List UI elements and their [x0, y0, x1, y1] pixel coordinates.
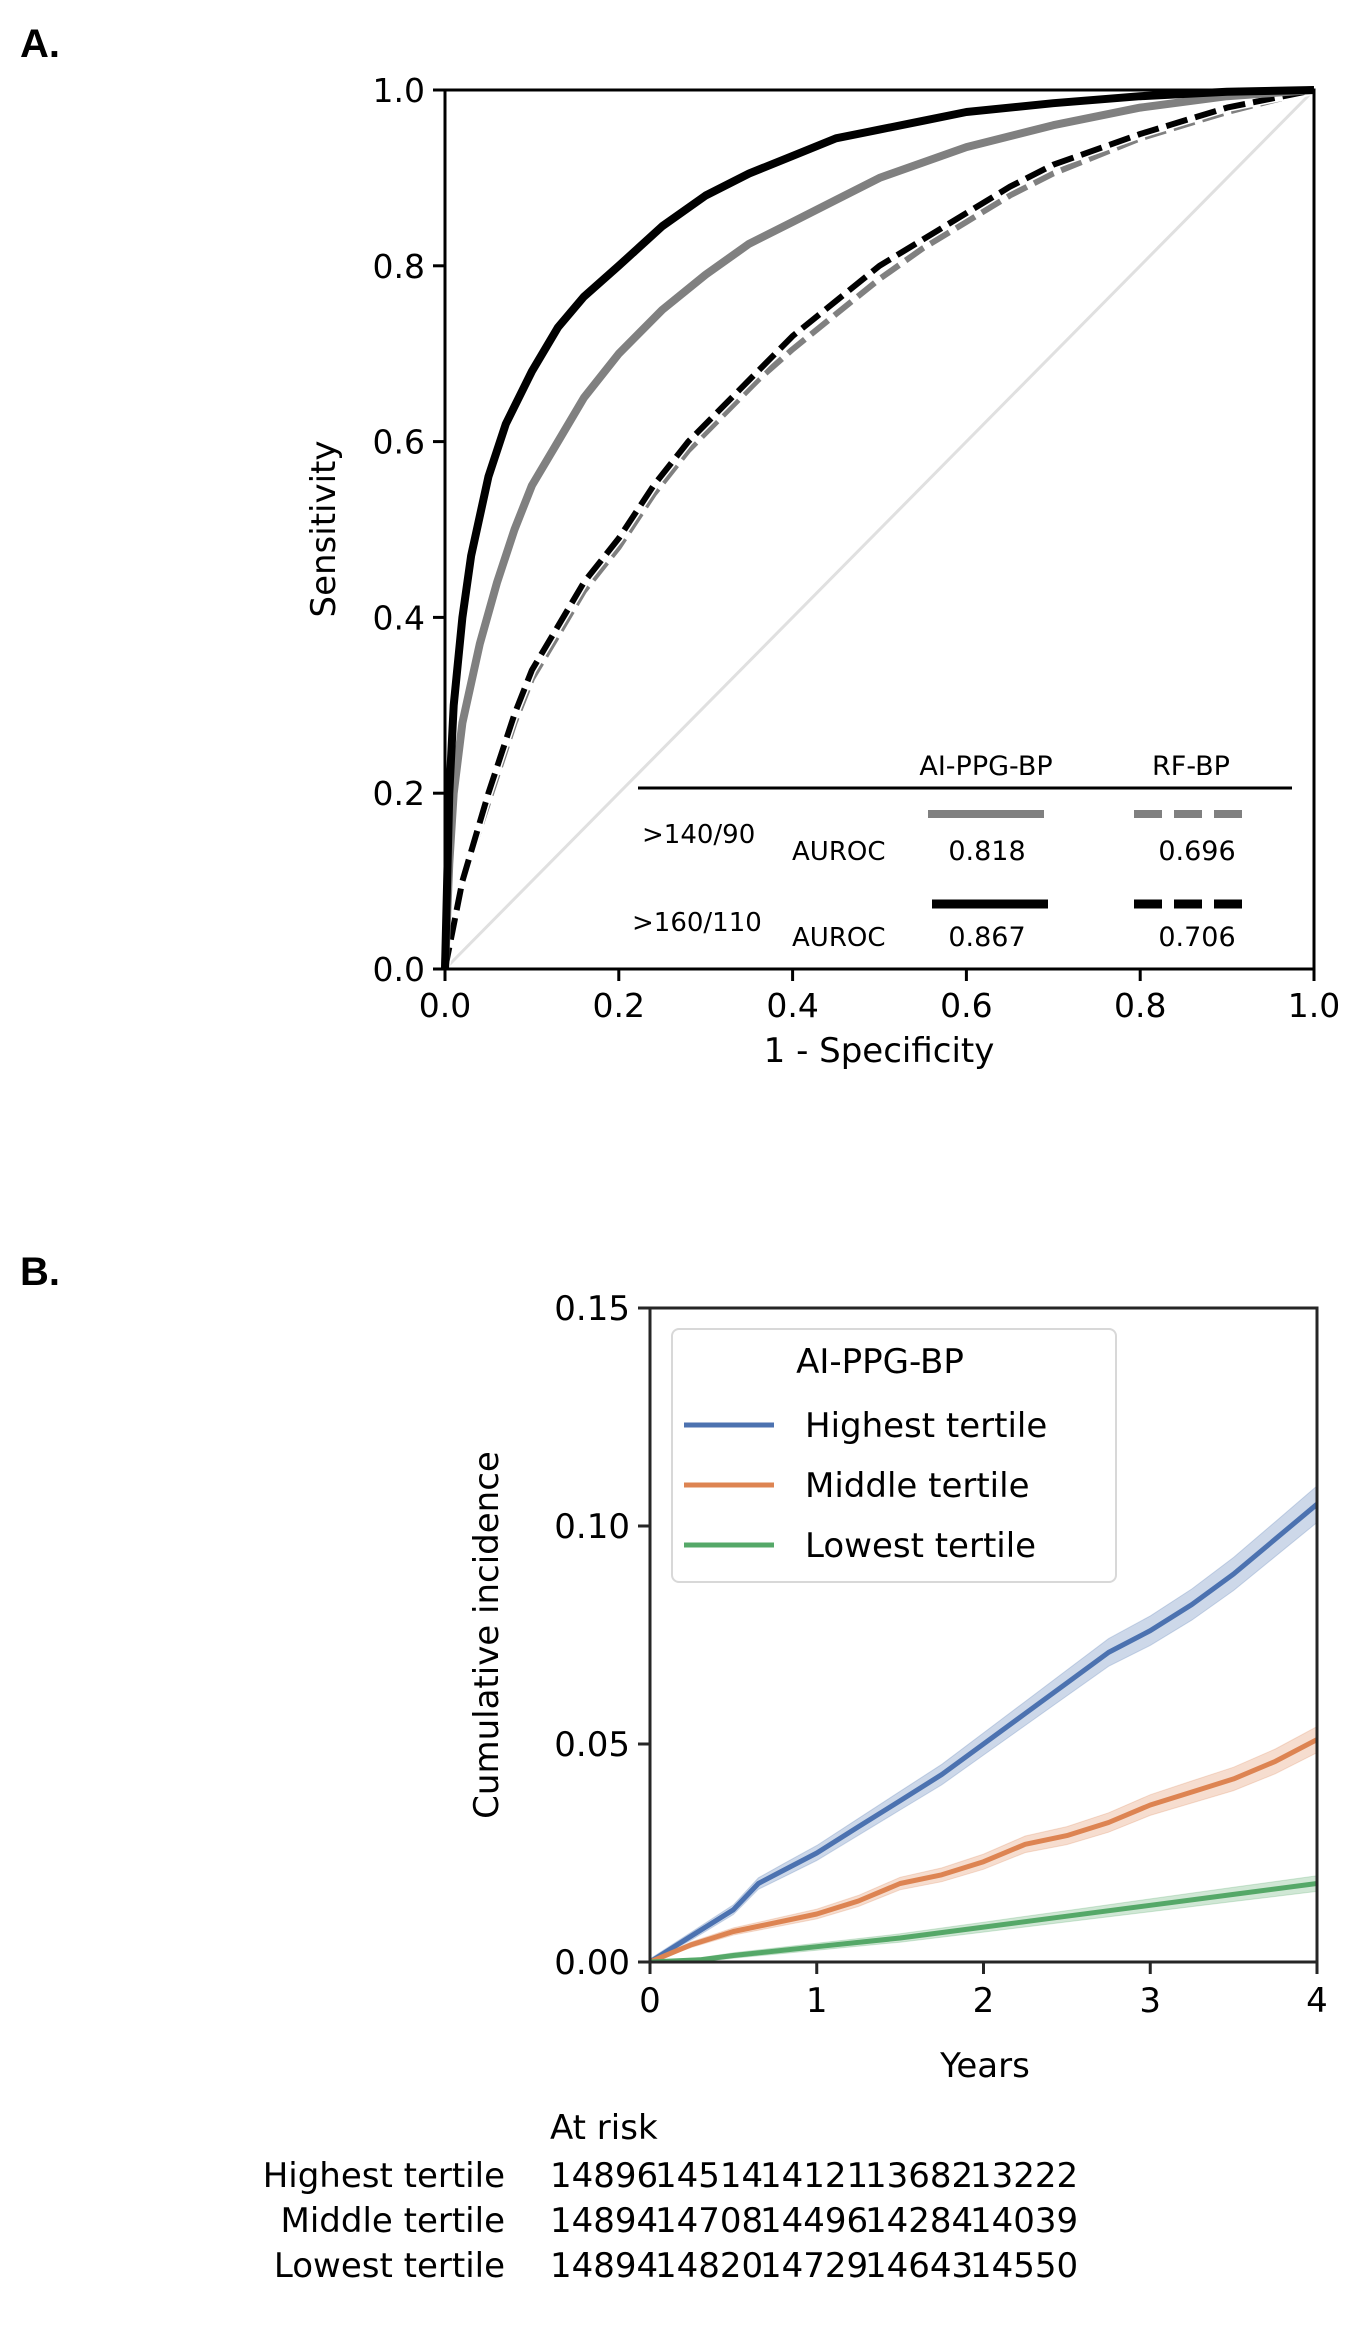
x-tick-label: 0 — [639, 1981, 661, 2021]
legend: AI-PPG-BP Highest tertile Middle tertile L… — [671, 1328, 1117, 1583]
roc-curve-ai-ppg-bp-140-90 — [441, 86, 1315, 970]
y-tick-label: 0.00 — [554, 1943, 630, 1983]
legend-metric-160: AUROC — [792, 923, 886, 953]
legend-box — [671, 1328, 1117, 1583]
roc-curve-rf-bp-160-110 — [442, 87, 1315, 970]
x-tick-label: 0.8 — [1114, 986, 1166, 1025]
at-risk-cell: 14514 — [655, 2156, 764, 2196]
at-risk-cell: 14643 — [865, 2246, 974, 2286]
x-tick-label: 2 — [973, 1981, 995, 2021]
legend-item-label: Highest tertile — [805, 1406, 1047, 1446]
y-tick-label: 0.0 — [373, 950, 425, 989]
legend-rf-auroc-160: 0.706 — [1158, 922, 1235, 953]
y-tick-label: 1.0 — [373, 71, 425, 110]
x-tick-label: 1 — [806, 1981, 828, 2021]
at-risk-row-label: Highest tertile — [262, 2156, 505, 2196]
y-tick-label: 0.15 — [554, 1289, 630, 1329]
incidence-curve-middle-tertile — [650, 1737, 1317, 1962]
at-risk-cell: 14896 — [550, 2156, 659, 2196]
at-risk-cell: 14496 — [760, 2201, 869, 2241]
x-axis-label: Years — [939, 2046, 1030, 2086]
legend-title: AI-PPG-BP — [796, 1342, 964, 1382]
y-tick-label: 0.8 — [373, 247, 425, 286]
x-axis-label: 1 - Specificity — [764, 1031, 995, 1071]
x-tick-label: 4 — [1306, 1981, 1328, 2021]
panel-a-label: A. — [20, 22, 60, 66]
at-risk-row-label: Lowest tertile — [273, 2246, 505, 2286]
at-risk-cell: 13222 — [970, 2156, 1079, 2196]
legend-ai-auroc-140: 0.818 — [948, 836, 1025, 867]
legend-metric-140: AUROC — [792, 837, 886, 867]
incidence-curve-highest-tertile — [650, 1502, 1317, 1962]
y-tick-label: 0.6 — [373, 423, 425, 462]
legend-threshold-140: >140/90 — [642, 820, 755, 850]
y-tick-label: 0.4 — [373, 598, 425, 637]
x-tick-label: 1.0 — [1288, 986, 1340, 1025]
at-risk-title: At risk — [550, 2108, 658, 2148]
roc-chart: AI-PPG-BP RF-BP >140/90 AUROC 0.818 0.69… — [304, 71, 1340, 1071]
legend-ai-auroc-160: 0.867 — [948, 922, 1025, 953]
y-axis-label: Sensitivity — [304, 440, 344, 617]
at-risk-cell: 14708 — [655, 2201, 764, 2241]
x-tick-label: 3 — [1139, 1981, 1161, 2021]
legend-rf-auroc-140: 0.696 — [1158, 836, 1235, 867]
legend-item-label: Lowest tertile — [805, 1526, 1036, 1566]
at-risk-cell: 13682 — [865, 2156, 974, 2196]
ci-band-highest-tertile — [650, 1485, 1317, 1962]
at-risk-cell: 14039 — [970, 2201, 1079, 2241]
cumulative-incidence-chart: 0 1 2 3 4 0.00 0.05 0.10 0.15 AI-PPG-BP Highest … — [467, 1289, 1328, 2086]
chance-line — [443, 88, 1316, 971]
legend-col-rf: RF-BP — [1152, 751, 1230, 782]
at-risk-cell: 14820 — [655, 2246, 764, 2286]
at-risk-cell: 14729 — [760, 2246, 869, 2286]
ci-band-lowest-tertile — [650, 1875, 1317, 1962]
roc-curve-ai-ppg-bp-160-110 — [441, 86, 1315, 970]
y-axis-label: Cumulative incidence — [467, 1451, 507, 1819]
panel-b-label: B. — [20, 1250, 60, 1294]
at-risk-row-label: Middle tertile — [280, 2201, 506, 2241]
y-tick-label: 0.10 — [554, 1507, 630, 1547]
x-tick-label: 0.4 — [766, 986, 818, 1025]
legend-threshold-160: >160/110 — [632, 908, 762, 938]
x-tick-label: 0.2 — [593, 986, 645, 1025]
at-risk-cell: 14284 — [865, 2201, 974, 2241]
at-risk-cell: 14550 — [970, 2246, 1079, 2286]
y-tick-label: 0.2 — [373, 774, 425, 813]
at-risk-cell: 14894 — [550, 2201, 659, 2241]
x-tick-label: 0.0 — [419, 986, 471, 1025]
legend-col-ai: AI-PPG-BP — [919, 751, 1052, 782]
incidence-curve-lowest-tertile — [650, 1881, 1317, 1962]
plot-frame — [443, 88, 1316, 971]
at-risk-cell: 14894 — [550, 2246, 659, 2286]
legend-item-label: Middle tertile — [805, 1466, 1030, 1506]
x-tick-label: 0.6 — [940, 986, 992, 1025]
at-risk-cell: 14121 — [760, 2156, 869, 2196]
y-tick-label: 0.05 — [554, 1725, 630, 1765]
at-risk-table: At risk Highest tertile 14896 14514 14121 13… — [0, 2108, 1364, 2308]
